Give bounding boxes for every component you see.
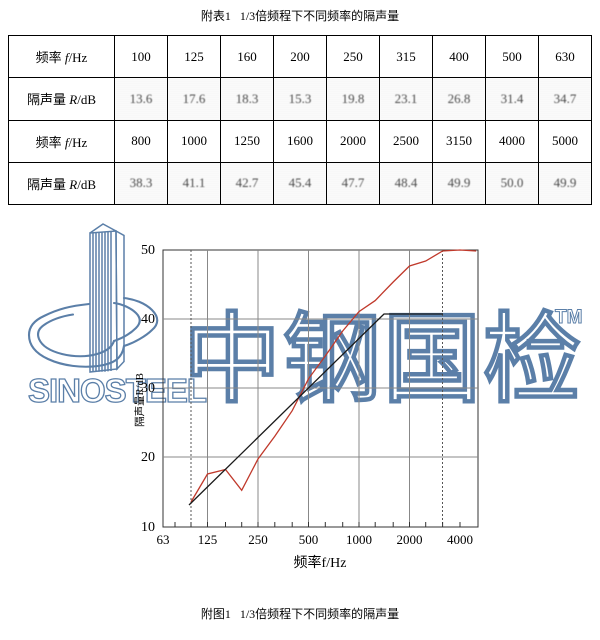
svg-text:20: 20 xyxy=(141,450,155,465)
svg-text:63: 63 xyxy=(157,532,170,547)
svg-text:1000: 1000 xyxy=(346,532,372,547)
svg-text:频率f/Hz: 频率f/Hz xyxy=(294,554,347,571)
svg-text:2000: 2000 xyxy=(397,532,423,547)
svg-text:40: 40 xyxy=(141,312,155,327)
svg-text:10: 10 xyxy=(141,520,155,535)
svg-text:125: 125 xyxy=(198,532,218,547)
svg-text:500: 500 xyxy=(299,532,319,547)
svg-text:50: 50 xyxy=(141,243,155,258)
svg-text:隔声量R/dB: 隔声量R/dB xyxy=(133,373,146,427)
svg-text:250: 250 xyxy=(248,532,268,547)
svg-text:4000: 4000 xyxy=(447,532,473,547)
